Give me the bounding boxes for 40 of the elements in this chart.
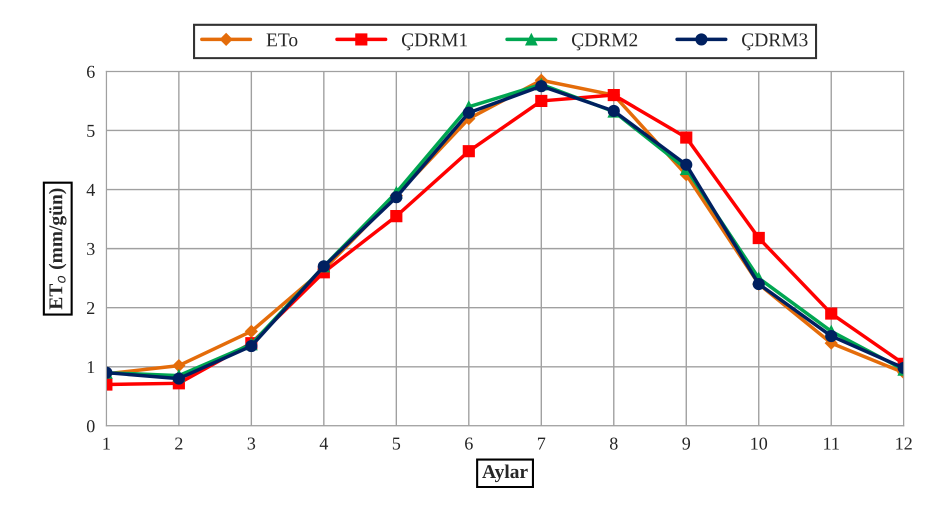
legend-label: ÇDRM1 (402, 33, 467, 50)
point (245, 340, 258, 352)
x-tick-label: 1 (103, 438, 110, 450)
x-tick-label: 9 (682, 438, 690, 450)
point (172, 372, 185, 385)
point (390, 191, 402, 204)
y-tick-label: 4 (86, 184, 95, 196)
point (390, 210, 402, 222)
point (462, 106, 475, 119)
point (462, 145, 475, 158)
y-tick-label: 6 (87, 66, 95, 78)
y-tick-label: 1 (88, 361, 94, 374)
point (244, 324, 258, 338)
x-tick-label: 6 (465, 438, 473, 450)
x-tick-label: 8 (610, 437, 618, 450)
x-tick-label: 7 (538, 438, 546, 450)
x-tick-label: 5 (392, 438, 400, 450)
y-tick-label: 2 (87, 302, 94, 314)
legend-label: ÇDRM2 (572, 33, 638, 50)
point (535, 80, 548, 92)
legend-label: ÇDRM3 (742, 33, 808, 50)
point (825, 330, 838, 342)
y-tick-label: 3 (87, 242, 95, 256)
point (752, 232, 765, 244)
legend-label: ETo (266, 33, 298, 46)
x-tick-label: 10 (751, 437, 768, 450)
point (172, 359, 186, 372)
point (825, 308, 838, 320)
point (680, 131, 692, 144)
point (535, 94, 548, 108)
x-axis-title: Aylar (482, 464, 528, 482)
y-tick-label: 0 (86, 420, 95, 432)
x-tick-label: 11 (824, 438, 839, 450)
y-tick-label: 5 (87, 124, 95, 137)
x-tick-label: 4 (320, 438, 328, 450)
x-tick-label: 12 (896, 438, 912, 450)
x-tick-label: 3 (248, 438, 256, 450)
point (680, 158, 692, 171)
x-tick-label: 2 (175, 438, 182, 450)
y-axis-title: ET$_{o}$ (mm/gün) (48, 188, 66, 310)
